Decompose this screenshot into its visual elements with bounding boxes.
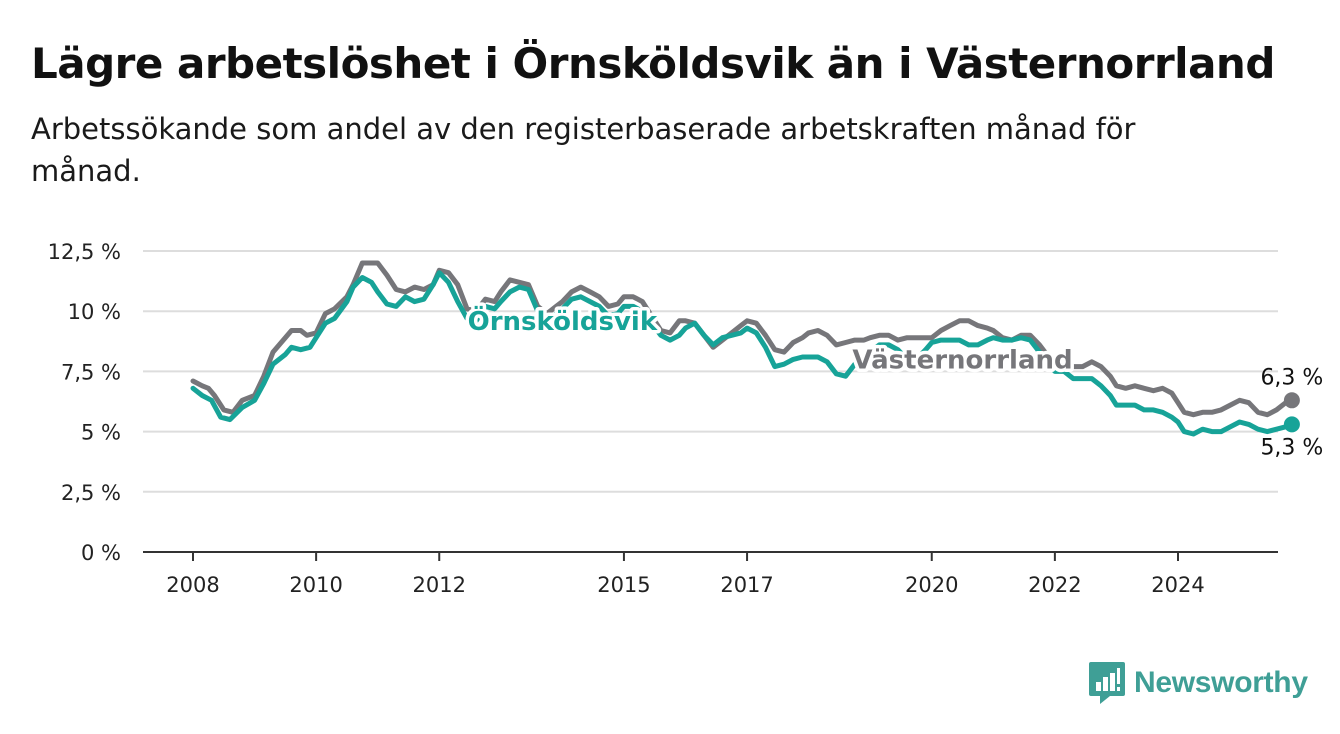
- end-value-label-ornskoldsvik: 5,3 %: [1260, 435, 1323, 460]
- series-line-ornskoldsvik: [190, 270, 1295, 437]
- x-tick-label: 2020: [905, 573, 958, 597]
- chart-subtitle: Arbetssökande som andel av den registerb…: [31, 112, 1136, 188]
- x-tick-label: 2017: [720, 573, 773, 597]
- newsworthy-brand: Newsworthy: [1088, 660, 1308, 706]
- series-lines: [190, 260, 1295, 437]
- x-tick-label: 2022: [1028, 573, 1081, 597]
- y-axis-ticks: 0 % 2,5 % 5 % 7,5 % 10 % 12,5 %: [48, 240, 121, 565]
- series-labels: Örnsköldsvik Västernorrland: [464, 300, 1076, 379]
- y-tick-label: 2,5 %: [61, 481, 121, 505]
- y-tick-label: 10 %: [68, 300, 121, 324]
- x-tick-label: 2024: [1151, 573, 1204, 597]
- end-marker-ornskoldsvik: [1283, 416, 1300, 433]
- newsworthy-logo-icon: [1089, 662, 1125, 704]
- y-tick-label: 7,5 %: [61, 360, 121, 384]
- x-axis-ticks: 2008 2010 2012 2015 2017 2020 2022 2024: [166, 552, 1205, 597]
- end-markers: 6,3 % 5,3 %: [1260, 365, 1323, 460]
- end-marker-vasternorrland: [1283, 392, 1300, 409]
- series-line-vasternorrland: [190, 260, 1295, 418]
- x-tick-label: 2015: [597, 573, 650, 597]
- brand-name: Newsworthy: [1134, 666, 1308, 699]
- y-tick-label: 0 %: [81, 541, 121, 565]
- chart-title: Lägre arbetslöshet i Örnsköldsvik än i V…: [31, 39, 1275, 88]
- series-label-ornskoldsvik: Örnsköldsvik: [468, 304, 658, 337]
- x-tick-label: 2012: [413, 573, 466, 597]
- end-value-label-vasternorrland: 6,3 %: [1260, 365, 1323, 390]
- gridlines: [143, 250, 1278, 493]
- y-tick-label: 12,5 %: [48, 240, 121, 264]
- x-tick-label: 2008: [166, 573, 219, 597]
- series-label-vasternorrland: Västernorrland: [852, 345, 1072, 375]
- x-tick-label: 2010: [289, 573, 342, 597]
- y-tick-label: 5 %: [81, 421, 121, 445]
